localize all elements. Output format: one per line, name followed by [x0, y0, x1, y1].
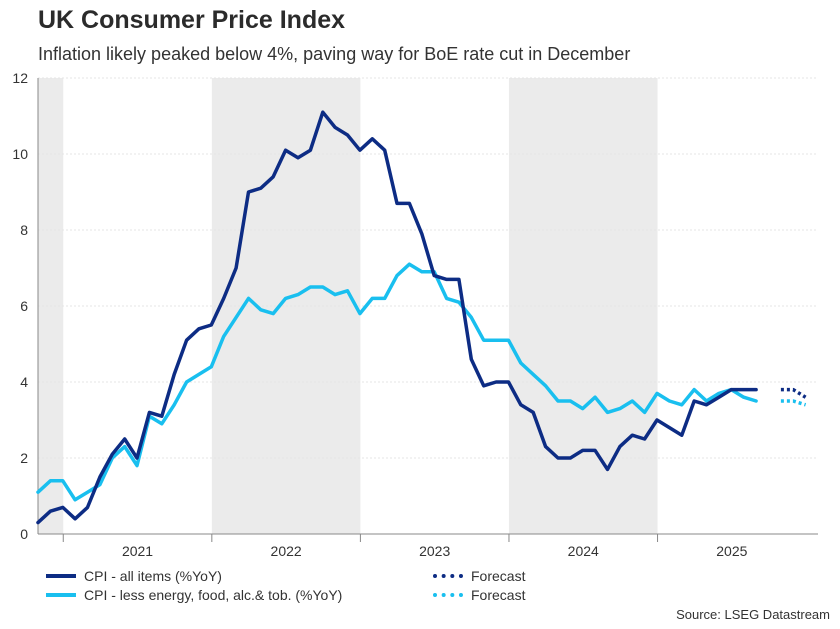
legend-swatch-forecast-all [433, 574, 463, 578]
legend-label-cpi-core: CPI - less energy, food, alc.& tob. (%Yo… [84, 587, 343, 603]
series-line-0 [36, 110, 758, 525]
source-note: Source: LSEG Datastream [676, 607, 830, 622]
legend-item-cpi-core: CPI - less energy, food, alc.& tob. (%Yo… [46, 587, 342, 603]
legend-swatch-cpi-core [46, 593, 76, 597]
legend-label-cpi-all: CPI - all items (%YoY) [84, 568, 222, 584]
legend-item-forecast-core: Forecast [433, 587, 525, 603]
chart-subtitle: Inflation likely peaked below 4%, paving… [38, 44, 631, 64]
legend-label-forecast-core: Forecast [471, 587, 526, 603]
x-tick-label-2021: 2021 [122, 543, 153, 559]
x-tick-label-2025: 2025 [716, 543, 747, 559]
y-tick-label-12: 12 [12, 70, 28, 86]
x-tick-label-2024: 2024 [568, 543, 599, 559]
series-line-3 [780, 399, 807, 407]
y-tick-label-2: 2 [20, 450, 28, 466]
legend-label-forecast-all: Forecast [471, 568, 526, 584]
series-line-1 [36, 262, 758, 502]
chart-title: UK Consumer Price Index [38, 6, 346, 34]
series-line-2 [780, 387, 807, 399]
y-tick-label-8: 8 [20, 222, 28, 238]
x-tick-label-2022: 2022 [271, 543, 302, 559]
y-tick-label-4: 4 [20, 374, 28, 390]
y-tick-label-6: 6 [20, 298, 28, 314]
legend-swatch-cpi-all [46, 574, 76, 578]
y-tick-label-10: 10 [12, 146, 28, 162]
legend-swatch-forecast-core [433, 593, 463, 597]
y-tick-label-0: 0 [20, 526, 28, 542]
legend-item-forecast-all: Forecast [433, 568, 525, 584]
x-tick-label-2023: 2023 [419, 543, 450, 559]
legend-item-cpi-all: CPI - all items (%YoY) [46, 568, 222, 584]
